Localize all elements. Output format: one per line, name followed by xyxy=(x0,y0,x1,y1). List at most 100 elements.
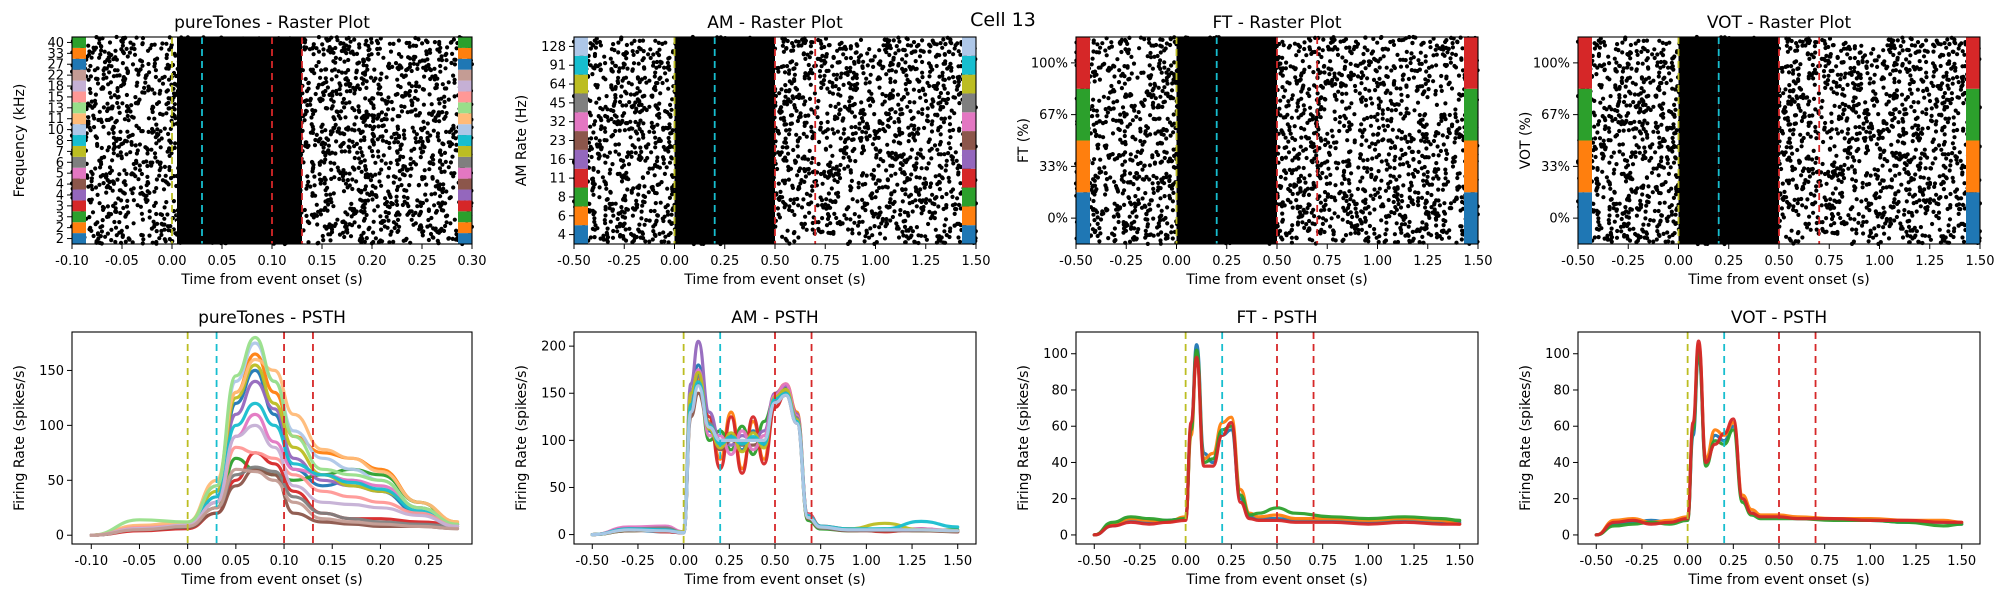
condition-band xyxy=(458,135,472,146)
condition-band xyxy=(458,178,472,190)
y-tick-label: 50 xyxy=(47,474,64,489)
x-tick-label: 0.25 xyxy=(408,254,437,269)
condition-band xyxy=(458,124,472,136)
condition-band xyxy=(574,74,588,94)
y-tick-label: 40 xyxy=(1553,456,1570,471)
x-tick-label: -0.50 xyxy=(1059,254,1093,269)
x-tick-label: 0.75 xyxy=(811,254,840,269)
condition-band xyxy=(458,233,472,244)
condition-band xyxy=(1578,88,1592,141)
condition-band xyxy=(574,206,588,226)
y-tick-label: 91 xyxy=(549,59,566,74)
condition-band xyxy=(574,55,588,75)
condition-band xyxy=(72,222,86,234)
panels: -0.10 -0.05 0.00 0.05 0.10 0.15 0.20 0.25 0.3022… xyxy=(12,13,1994,588)
y-tick-label: 67% xyxy=(1039,108,1068,123)
dense-spike-block xyxy=(1176,37,1277,244)
y-tick-label: 100% xyxy=(1533,56,1570,71)
x-tick-label: 0.30 xyxy=(458,254,487,269)
y-tick-label: 22 xyxy=(47,69,64,84)
y-tick-label: 40 xyxy=(47,36,64,51)
condition-band xyxy=(1076,140,1090,193)
condition-band xyxy=(72,233,86,244)
y-tick-label: 64 xyxy=(549,78,566,93)
x-tick-label: 0.25 xyxy=(1719,554,1748,569)
x-tick-label: 0.75 xyxy=(1308,554,1337,569)
x-tick-label: -0.50 xyxy=(1561,254,1595,269)
condition-band xyxy=(72,102,86,114)
condition-band xyxy=(574,93,588,113)
condition-band xyxy=(1076,37,1090,89)
raster-title: VOT - Raster Plot xyxy=(1707,13,1852,33)
psth-title: VOT - PSTH xyxy=(1731,308,1827,328)
x-tick-label: 0.50 xyxy=(1765,554,1794,569)
dense-spike-block xyxy=(674,37,775,244)
x-tick-label: 0.25 xyxy=(1212,254,1241,269)
y-tick-label: 11 xyxy=(549,172,566,187)
condition-band xyxy=(72,47,86,59)
condition-band xyxy=(962,187,976,207)
y-tick-label: 0 xyxy=(1060,528,1068,543)
x-axis-label: Time from event onset (s) xyxy=(1185,572,1368,588)
x-tick-label: 1.25 xyxy=(1915,254,1944,269)
condition-band xyxy=(1966,140,1980,193)
condition-band xyxy=(962,55,976,75)
y-tick-label: 7 xyxy=(56,145,64,160)
psth-title: FT - PSTH xyxy=(1236,308,1317,328)
condition-band xyxy=(962,112,976,132)
y-tick-label: 5 xyxy=(56,167,64,182)
raster-panel: -0.50 -0.25 0.00 0.25 0.50 0.75 1.00 1.25 1.50 0%… xyxy=(1016,13,1492,288)
y-tick-label: 27 xyxy=(47,58,64,73)
x-tick-label: -0.25 xyxy=(1109,254,1143,269)
y-tick-label: 40 xyxy=(1051,456,1068,471)
dense-spike-block xyxy=(1678,37,1719,244)
psth-panel: -0.10 -0.05 0.00 0.05 0.10 0.15 0.20 0.25 0 50 100… xyxy=(12,308,473,588)
condition-band xyxy=(72,135,86,146)
y-tick-label: 0 xyxy=(56,529,64,544)
y-axis-label: VOT (%) xyxy=(1518,112,1534,170)
condition-band xyxy=(962,93,976,113)
y-tick-label: 150 xyxy=(541,387,566,402)
y-tick-label: 3 xyxy=(56,210,64,225)
condition-band xyxy=(1076,88,1090,141)
condition-band xyxy=(574,187,588,207)
condition-band xyxy=(458,58,472,70)
y-tick-label: 8 xyxy=(558,190,566,205)
y-tick-label: 33% xyxy=(1541,160,1570,175)
x-tick-label: 0.25 xyxy=(1217,554,1246,569)
condition-band xyxy=(1464,88,1478,141)
x-tick-label: 1.00 xyxy=(1354,554,1383,569)
y-tick-label: 0% xyxy=(1047,212,1068,227)
x-tick-label: 0.50 xyxy=(761,254,790,269)
x-tick-label: 1.25 xyxy=(898,554,927,569)
condition-band xyxy=(962,168,976,188)
y-tick-label: 100 xyxy=(39,419,64,434)
x-tick-label: 0.20 xyxy=(358,254,387,269)
condition-band xyxy=(72,200,86,212)
psth-lines xyxy=(590,339,960,537)
condition-band xyxy=(574,112,588,132)
condition-band xyxy=(1076,192,1090,244)
condition-band xyxy=(458,91,472,103)
x-tick-label: -0.10 xyxy=(74,554,108,569)
raster-panel: -0.10 -0.05 0.00 0.05 0.10 0.15 0.20 0.25 0.3022… xyxy=(12,13,486,288)
x-tick-label: 0.05 xyxy=(208,254,237,269)
y-tick-label: 6 xyxy=(56,156,64,171)
x-tick-label: -0.25 xyxy=(1123,554,1157,569)
dense-spike-block xyxy=(1718,37,1779,244)
y-tick-label: 67% xyxy=(1541,108,1570,123)
x-axis-label: Time from event onset (s) xyxy=(683,272,866,288)
condition-band xyxy=(574,149,588,169)
y-tick-label: 2 xyxy=(56,221,64,236)
condition-band xyxy=(1578,192,1592,244)
y-tick-label: 18 xyxy=(47,80,64,95)
condition-band xyxy=(962,149,976,169)
y-tick-label: 80 xyxy=(1051,383,1068,398)
x-tick-label: 0.00 xyxy=(669,554,698,569)
x-tick-label: 0.25 xyxy=(715,554,744,569)
x-tick-label: 0.15 xyxy=(308,254,337,269)
x-tick-label: -0.50 xyxy=(575,554,609,569)
x-tick-label: 0.10 xyxy=(258,254,287,269)
x-tick-label: 0.50 xyxy=(1765,254,1794,269)
condition-band xyxy=(1966,192,1980,244)
